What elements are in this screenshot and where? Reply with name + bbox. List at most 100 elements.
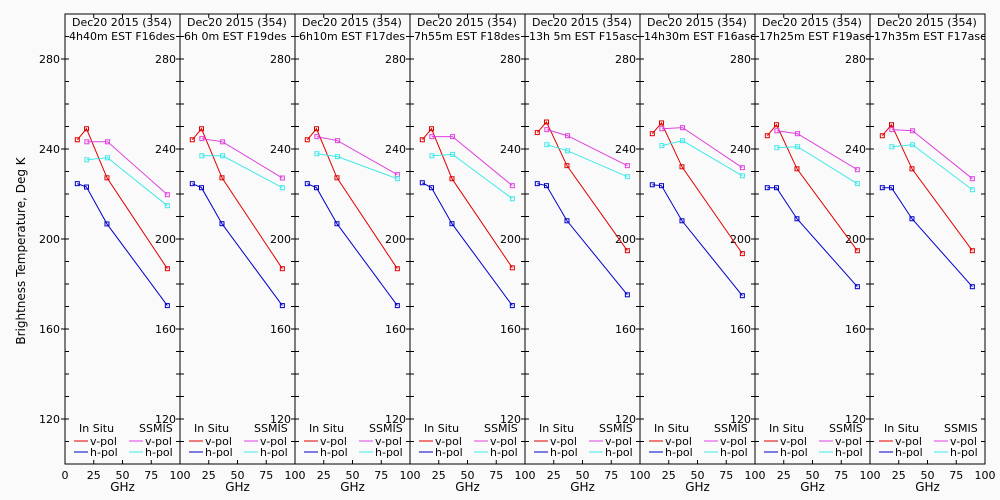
data-point (534, 130, 540, 136)
y-tick-label: 280 (615, 53, 636, 66)
x-tick-label: 100 (515, 469, 536, 482)
data-point (679, 218, 685, 224)
series-line (422, 182, 513, 306)
data-point (624, 292, 630, 298)
y-tick-label: 200 (615, 233, 636, 246)
x-tick-label: 100 (745, 469, 766, 482)
data-point (739, 173, 745, 179)
data-point (659, 126, 665, 132)
data-point (879, 185, 885, 191)
legend-label: v-pol (205, 435, 232, 448)
legend-title-ssmis: SSMIS (139, 422, 173, 435)
legend-label: v-pol (435, 435, 462, 448)
panel-title-time: 6h10m EST F17des (299, 30, 405, 43)
y-tick-label: 120 (500, 413, 521, 426)
data-point (450, 134, 456, 140)
data-point (659, 183, 665, 189)
data-point (544, 183, 550, 189)
data-point (84, 139, 90, 145)
data-point (189, 137, 195, 143)
data-point (279, 185, 285, 191)
data-point (394, 266, 400, 272)
panel-title-time: 13h 5m EST F15asc (529, 30, 638, 43)
legend-label: h-pol (665, 446, 693, 459)
data-point (74, 181, 80, 187)
y-tick-label: 200 (845, 233, 866, 246)
y-tick-label: 120 (39, 413, 60, 426)
data-point (889, 127, 895, 133)
series-line (191, 127, 283, 269)
legend-label: h-pol (260, 446, 288, 459)
y-tick-label: 160 (730, 323, 751, 336)
series-line (882, 187, 973, 288)
x-tick-label: 100 (975, 469, 996, 482)
y-tick-label: 240 (500, 143, 521, 156)
data-point (534, 181, 540, 187)
x-axis-label: GHz (455, 480, 480, 494)
x-tick-label: 25 (432, 469, 446, 482)
panel-title-date: Dec20 2015 (354) (762, 16, 862, 29)
series-line (546, 144, 628, 178)
data-point (969, 187, 975, 193)
legend-label: v-pol (375, 435, 402, 448)
legend-label: v-pol (720, 435, 747, 448)
data-point (774, 128, 780, 134)
legend-label: h-pol (550, 446, 578, 459)
y-tick-label: 200 (39, 233, 60, 246)
x-tick-label: 25 (547, 469, 561, 482)
data-point (624, 248, 630, 254)
data-point (304, 137, 310, 143)
data-point (335, 138, 341, 144)
panel: 120 160 200 240 280 25 50 75 100 GHz Dec20 2015 (3… (179, 13, 306, 494)
legend-label: h-pol (90, 446, 118, 459)
data-point (565, 133, 571, 139)
data-point (969, 284, 975, 290)
legend-label: h-pol (490, 446, 518, 459)
y-tick-label: 240 (39, 143, 60, 156)
panel: 120 160 200 240 280 25 50 75 100 GHz Dec20 2015 (3… (639, 13, 766, 494)
data-point (419, 180, 425, 186)
panel-title-date: Dec20 2015 (354) (647, 16, 747, 29)
series-line (766, 123, 858, 251)
legend-title-in-situ: In Situ (654, 422, 689, 435)
x-tick-label: 50 (806, 469, 820, 482)
data-point (105, 139, 111, 145)
data-point (199, 153, 205, 159)
data-point (509, 183, 515, 189)
data-point (335, 154, 341, 160)
series-line (201, 155, 283, 189)
data-point (544, 142, 550, 148)
series-line (651, 121, 743, 254)
y-tick-label: 280 (39, 53, 60, 66)
panel: 120 160 200 240 280 25 50 75 100 GHz Dec20 2015 (3… (754, 13, 881, 494)
x-tick-label: 75 (949, 469, 963, 482)
legend-label: h-pol (720, 446, 748, 459)
data-point (509, 196, 515, 202)
data-point (969, 176, 975, 182)
legend-title-in-situ: In Situ (194, 422, 229, 435)
data-point (909, 166, 915, 172)
series-line (536, 121, 628, 251)
data-point (84, 157, 90, 163)
data-point (649, 182, 655, 188)
data-point (565, 148, 571, 154)
data-point (544, 127, 550, 133)
legend-title-ssmis: SSMIS (944, 422, 978, 435)
legend-label: v-pol (950, 435, 977, 448)
legend-label: v-pol (320, 435, 347, 448)
legend-title-ssmis: SSMIS (484, 422, 518, 435)
legend-label: h-pol (205, 446, 233, 459)
data-point (394, 176, 400, 182)
y-tick-label: 280 (845, 53, 866, 66)
panel-title-date: Dec20 2015 (354) (877, 16, 977, 29)
x-tick-label: 25 (87, 469, 101, 482)
legend-title-ssmis: SSMIS (714, 422, 748, 435)
data-point (219, 175, 225, 181)
series-line (431, 136, 513, 187)
x-tick-label: 75 (834, 469, 848, 482)
series-line (652, 184, 743, 297)
series-line (776, 130, 858, 171)
panel-title-time: 4h40m EST F16des (69, 30, 175, 43)
